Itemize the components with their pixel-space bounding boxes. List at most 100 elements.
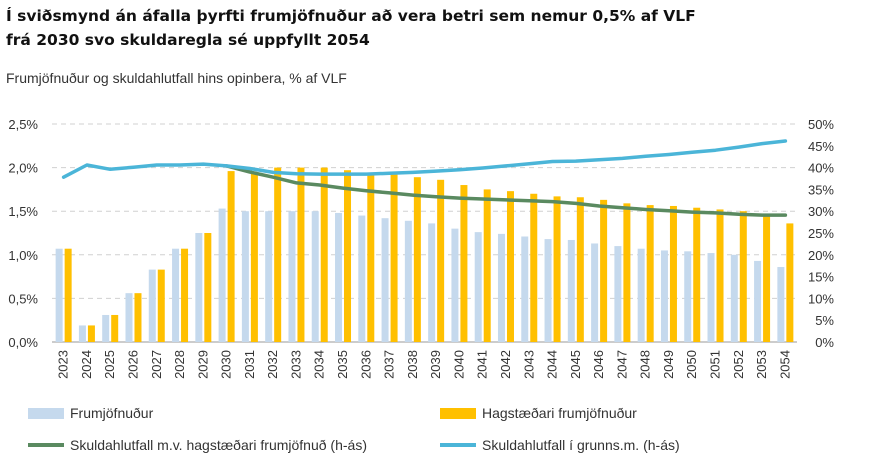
line-debt-favorable — [224, 164, 788, 217]
bar-favorable — [134, 293, 142, 342]
y-tick-label-right: 40% — [808, 161, 834, 176]
legend-label-primary: Frumjöfnuður — [70, 405, 154, 421]
x-tick-label: 2053 — [754, 350, 769, 379]
chart-title-line2: frá 2030 svo skuldaregla sé uppfyllt 205… — [6, 31, 370, 49]
bar-favorable — [367, 172, 375, 342]
bar-primary — [102, 314, 110, 342]
x-tick-label: 2028 — [172, 350, 187, 379]
bar-favorable — [344, 170, 352, 342]
bar-primary — [567, 239, 575, 342]
x-tick-label: 2033 — [288, 350, 303, 379]
x-tick-label: 2036 — [358, 350, 373, 379]
x-tick-label: 2029 — [195, 350, 210, 379]
bar-primary — [241, 211, 249, 342]
y-tick-label-left: 0,0% — [8, 335, 38, 350]
legend-swatch-debt-favorable — [28, 443, 64, 447]
legend-item-debt-base: Skuldahlutfall í grunns.m. (h-ás) — [440, 437, 680, 453]
x-tick-label: 2034 — [312, 350, 327, 379]
x-tick-label: 2035 — [335, 350, 350, 379]
bar-primary — [218, 208, 226, 342]
bar-favorable — [390, 174, 398, 342]
x-tick-label: 2024 — [79, 350, 94, 379]
bar-favorable — [623, 203, 631, 342]
x-tick-label: 2023 — [56, 350, 71, 379]
bar-primary — [591, 243, 599, 342]
bar-primary — [404, 220, 412, 342]
lines — [61, 139, 788, 217]
x-tick-label: 2041 — [475, 350, 490, 379]
bar-primary — [358, 215, 366, 342]
x-tick-label: 2037 — [382, 350, 397, 379]
bar-primary — [497, 233, 505, 342]
bar-primary — [777, 267, 785, 342]
bar-primary — [521, 236, 529, 342]
bar-primary — [614, 246, 622, 342]
y-tick-label-left: 1,5% — [8, 204, 38, 219]
y-tick-label-left: 2,0% — [8, 161, 38, 176]
bar-favorable — [646, 205, 654, 342]
bar-favorable — [669, 205, 677, 342]
bar-favorable — [157, 269, 165, 342]
bar-favorable — [64, 248, 72, 342]
y-tick-label-right: 35% — [808, 182, 834, 197]
bar-primary — [55, 248, 63, 342]
combo-chart: 0,0% 0,5% 1,0% 1,5% 2,0% 2,5% 0% 5% 10% 15% 20% 25… — [8, 117, 834, 379]
legend-item-favorable: Hagstæðari frumjöfnuður — [440, 405, 637, 421]
x-tick-label: 2052 — [731, 350, 746, 379]
x-tick-label: 2054 — [777, 350, 792, 379]
y-tick-label-right: 15% — [808, 270, 834, 285]
bar-primary — [684, 251, 692, 342]
x-axis: 2023 2024 2025 2026 2027 2028 2029 2030 2031 2032… — [56, 350, 793, 379]
bar-favorable — [413, 177, 421, 342]
y-tick-label-left: 2,5% — [8, 117, 38, 132]
legend: Frumjöfnuður Hagstæðari frumjöfnuður Sku… — [0, 400, 880, 461]
y-tick-label-left: 0,5% — [8, 291, 38, 306]
legend-swatch-favorable — [440, 407, 476, 419]
bar-primary — [730, 254, 738, 342]
x-tick-label: 2027 — [149, 350, 164, 379]
bar-favorable — [460, 185, 468, 342]
x-tick-label: 2044 — [545, 350, 560, 379]
bar-primary — [381, 218, 389, 342]
legend-item-primary: Frumjöfnuður — [28, 405, 153, 421]
bar-favorable — [227, 171, 235, 342]
chart-subtitle: Frumjöfnuður og skuldahlutfall hins opin… — [6, 70, 347, 86]
y-tick-label-right: 5% — [815, 313, 834, 328]
bar-favorable — [716, 209, 724, 342]
bar-favorable — [553, 196, 561, 342]
y-tick-label-right: 45% — [808, 139, 834, 154]
bar-favorable — [483, 189, 491, 342]
bar-primary — [172, 248, 180, 342]
bar-primary — [637, 248, 645, 342]
x-tick-label: 2045 — [568, 350, 583, 379]
y-tick-label-right: 10% — [808, 291, 834, 306]
legend-label-debt-base: Skuldahlutfall í grunns.m. (h-ás) — [482, 437, 680, 453]
x-tick-label: 2026 — [125, 350, 140, 379]
bar-favorable — [250, 171, 258, 342]
line-debt-base — [61, 139, 788, 179]
bar-favorable — [506, 191, 514, 342]
bar-favorable — [297, 167, 305, 342]
bar-favorable — [530, 193, 538, 342]
x-tick-label: 2047 — [614, 350, 629, 379]
y-axis-right: 0% 5% 10% 15% 20% 25% 30% 35% 40% 45% 50% — [808, 117, 834, 350]
bar-favorable — [693, 207, 701, 342]
x-tick-label: 2048 — [638, 350, 653, 379]
bar-favorable — [274, 167, 282, 342]
bar-primary — [754, 260, 762, 342]
bar-primary — [707, 253, 715, 342]
bar-favorable — [763, 216, 771, 342]
bar-primary — [311, 211, 319, 342]
x-tick-label: 2050 — [684, 350, 699, 379]
bar-favorable — [576, 197, 584, 342]
bar-primary — [78, 325, 86, 342]
x-tick-label: 2038 — [405, 350, 420, 379]
bar-primary — [125, 293, 133, 342]
bar-favorable — [600, 199, 608, 342]
bar-primary — [428, 223, 436, 342]
legend-label-favorable: Hagstæðari frumjöfnuður — [482, 405, 637, 421]
x-tick-label: 2039 — [428, 350, 443, 379]
x-tick-label: 2025 — [102, 350, 117, 379]
x-tick-label: 2049 — [661, 350, 676, 379]
y-axis-left: 0,0% 0,5% 1,0% 1,5% 2,0% 2,5% — [8, 117, 38, 350]
